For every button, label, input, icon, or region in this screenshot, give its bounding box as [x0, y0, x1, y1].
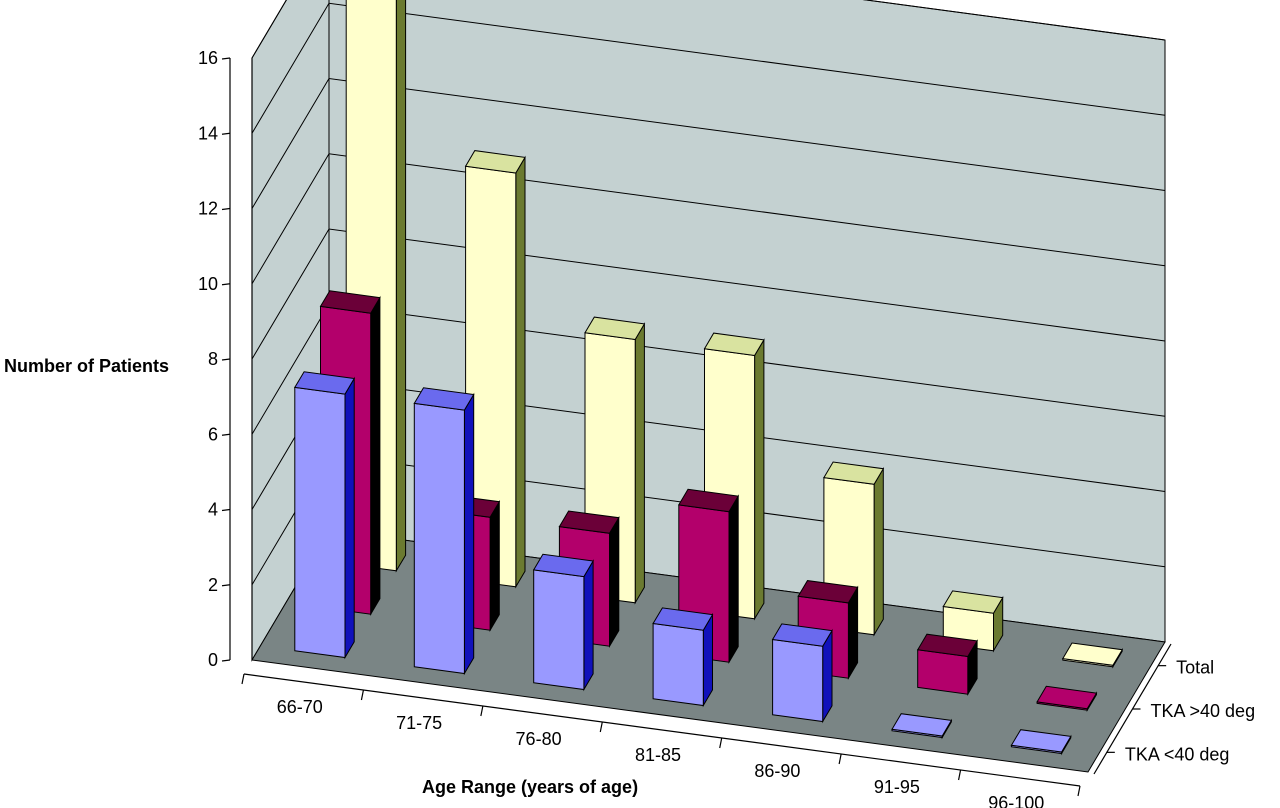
y-tick-mark: [221, 358, 231, 361]
legend-label: TKA <40 deg: [1125, 744, 1230, 764]
bar-side: [634, 322, 645, 605]
x-tick-mark: [838, 753, 842, 765]
y-tick-label: 8: [208, 349, 218, 369]
bar: [413, 387, 475, 676]
bar-top: [584, 316, 646, 341]
bar-top: [293, 371, 356, 395]
bar: [532, 553, 594, 692]
bar-side: [489, 499, 500, 633]
bar-top: [771, 623, 833, 647]
x-tick-label: 81-85: [635, 745, 681, 765]
bar-top: [1010, 729, 1072, 753]
bar: [464, 150, 526, 589]
x-tick-label: 91-95: [874, 777, 920, 797]
y-tick-label: 14: [198, 123, 218, 143]
bar-top: [558, 510, 620, 534]
x-tick-mark: [1077, 785, 1081, 797]
bar-side: [370, 295, 381, 617]
x-tick-mark: [480, 705, 484, 717]
bar: [652, 607, 714, 708]
bar: [1061, 642, 1124, 669]
bar-side: [728, 494, 739, 665]
x-tick-label: 76-80: [516, 729, 562, 749]
y-tick-label: 0: [208, 650, 218, 670]
bar-front: [413, 402, 465, 675]
bar-top: [823, 461, 885, 485]
bar-top: [319, 290, 381, 314]
x-tick-label: 96-100: [988, 793, 1044, 808]
x-tick-mark: [599, 721, 603, 733]
bar-top: [916, 633, 978, 658]
bar: [891, 713, 953, 740]
bar: [293, 371, 356, 660]
bar-front: [533, 569, 585, 691]
y-tick-mark: [221, 659, 231, 662]
x-tick-label: 66-70: [277, 697, 323, 717]
bar: [1010, 729, 1072, 756]
bar: [916, 633, 978, 697]
bar-top: [942, 590, 1004, 614]
y-axis-ticks: 0 2 4 6 8 10 12 14 16: [198, 48, 253, 670]
bar-top: [1061, 642, 1124, 666]
bar-side: [344, 376, 355, 660]
y-tick-mark: [221, 433, 231, 436]
y-axis-title: Number of Patients: [4, 356, 169, 376]
y-tick-label: 4: [208, 500, 218, 520]
y-tick-label: 10: [198, 274, 218, 294]
bar-top: [652, 607, 714, 631]
bar-side: [463, 392, 475, 676]
bar-side: [873, 466, 884, 637]
bar-side: [395, 0, 407, 573]
bar-top: [891, 713, 953, 737]
gridline: [251, 77, 1166, 209]
x-axis-title: Age Range (years of age): [422, 777, 638, 797]
y-tick-mark: [221, 508, 231, 512]
gridline: [251, 228, 1166, 360]
x-tick-mark: [957, 769, 962, 781]
bar-front: [652, 622, 704, 707]
y-tick-mark: [221, 57, 231, 60]
bar-top: [1036, 685, 1098, 710]
bar-front: [294, 386, 346, 659]
x-tick-mark: [719, 737, 723, 749]
y-tick-mark: [221, 207, 231, 211]
bar-front: [772, 638, 824, 723]
bar: [1036, 685, 1098, 713]
legend: TKA <40 deg TKA >40 deg Total: [1093, 643, 1256, 775]
legend-label: Total: [1176, 658, 1214, 678]
bar-top: [413, 387, 475, 411]
y-tick-label: 2: [208, 575, 218, 595]
y-tick-mark: [221, 132, 231, 135]
y-tick-mark: [221, 584, 231, 587]
bars: [293, 0, 1124, 756]
gridline: [251, 153, 1166, 285]
x-tick-label: 71-75: [396, 713, 442, 733]
bar-side: [754, 338, 765, 621]
x-tick-label: 86-90: [754, 761, 800, 781]
bar-top: [532, 553, 594, 578]
bar-side: [515, 155, 526, 589]
gridline: [251, 0, 1166, 59]
x-tick-mark: [360, 689, 365, 701]
y-tick-label: 16: [198, 48, 218, 68]
bar-top: [797, 580, 859, 604]
bar-side: [583, 559, 594, 692]
x-axis-line: [243, 673, 1081, 787]
y-tick-label: 12: [198, 199, 218, 219]
gridline: [251, 2, 1166, 134]
bar: [771, 623, 833, 724]
bar-front: [917, 649, 969, 695]
x-tick-mark: [241, 673, 245, 685]
y-tick-label: 6: [208, 424, 218, 444]
bar-top: [677, 488, 740, 513]
bar-top: [464, 150, 526, 174]
chart-walls: [251, 0, 1166, 662]
x-axis-ticks: 66-70 71-75 76-80 81-85 86-90 91-95 96-100: [241, 673, 1081, 808]
bar-top: [703, 332, 765, 357]
bar-side: [609, 515, 620, 649]
legend-label: TKA >40 deg: [1151, 701, 1256, 721]
y-tick-mark: [221, 283, 231, 286]
